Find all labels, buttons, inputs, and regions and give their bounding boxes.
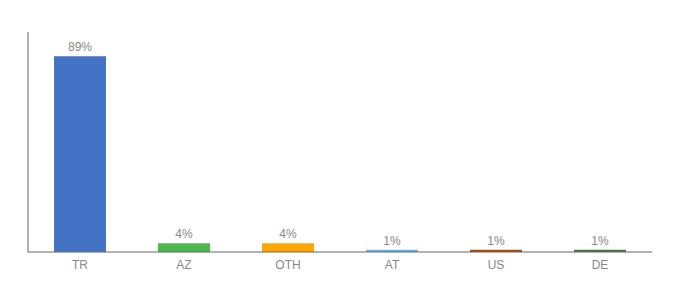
svg-text:1%: 1% (383, 234, 401, 248)
svg-text:4%: 4% (175, 227, 193, 241)
svg-text:US: US (488, 258, 505, 272)
svg-text:AT: AT (385, 258, 400, 272)
svg-text:AZ: AZ (176, 258, 191, 272)
svg-text:OTH: OTH (275, 258, 300, 272)
svg-text:1%: 1% (487, 234, 505, 248)
svg-text:1%: 1% (591, 234, 609, 248)
svg-text:4%: 4% (279, 227, 297, 241)
svg-text:TR: TR (72, 258, 88, 272)
svg-text:89%: 89% (68, 40, 92, 54)
svg-text:DE: DE (592, 258, 609, 272)
